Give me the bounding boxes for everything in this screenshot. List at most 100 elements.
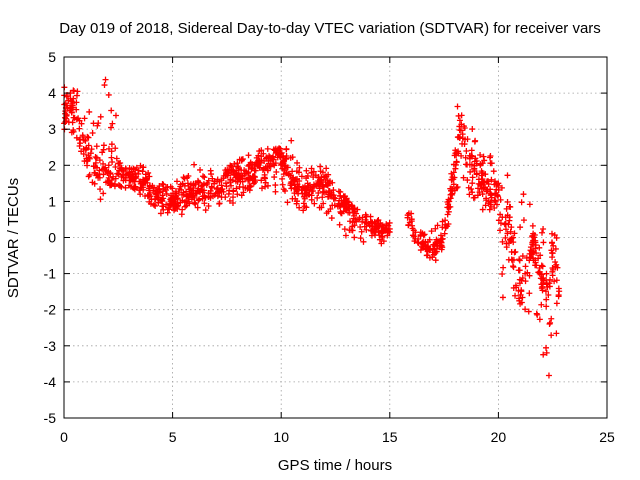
data-point xyxy=(411,238,418,245)
data-point xyxy=(517,300,524,307)
data-point xyxy=(368,227,375,234)
data-point xyxy=(105,91,112,98)
data-point xyxy=(553,330,560,337)
data-point xyxy=(94,122,101,129)
data-point xyxy=(548,315,555,322)
data-point xyxy=(495,186,502,193)
data-point xyxy=(272,182,279,189)
data-point xyxy=(503,205,510,212)
data-point xyxy=(548,247,555,254)
data-point xyxy=(210,193,217,200)
data-point xyxy=(504,172,511,179)
data-point xyxy=(337,188,344,195)
data-point xyxy=(289,195,296,202)
data-point xyxy=(226,197,233,204)
data-point xyxy=(467,168,474,175)
data-point xyxy=(453,159,460,166)
data-point xyxy=(169,195,176,202)
data-point xyxy=(462,154,469,161)
y-tick-label: -2 xyxy=(44,302,57,318)
data-point xyxy=(181,175,188,182)
data-point xyxy=(483,178,490,185)
data-point xyxy=(300,200,307,207)
grid-lines xyxy=(64,57,607,418)
data-point xyxy=(487,190,494,197)
data-point xyxy=(329,179,336,186)
data-point xyxy=(264,167,271,174)
data-point xyxy=(164,209,171,216)
data-point xyxy=(543,303,550,310)
data-point xyxy=(279,159,286,166)
data-point xyxy=(73,106,80,113)
data-point xyxy=(543,296,550,303)
data-point xyxy=(549,250,556,257)
data-point xyxy=(509,257,516,264)
data-point xyxy=(328,191,335,198)
data-point xyxy=(358,228,365,235)
data-point xyxy=(252,178,259,185)
data-point xyxy=(296,164,303,171)
data-point xyxy=(471,165,478,172)
data-point xyxy=(299,184,306,191)
data-point xyxy=(454,183,461,190)
data-point xyxy=(405,221,412,228)
data-point xyxy=(92,169,99,176)
data-point xyxy=(142,179,149,186)
data-point xyxy=(262,179,269,186)
data-point xyxy=(551,278,558,285)
data-point xyxy=(519,274,526,281)
data-point xyxy=(279,175,286,182)
data-point xyxy=(279,181,286,188)
y-tick-label: -3 xyxy=(44,338,57,354)
data-point xyxy=(108,124,115,131)
data-point xyxy=(100,171,107,178)
data-point xyxy=(530,249,537,256)
data-point xyxy=(181,182,188,189)
data-point xyxy=(108,182,115,189)
x-tick-label: 0 xyxy=(60,429,68,445)
data-point xyxy=(117,165,124,172)
data-point xyxy=(470,194,477,201)
data-point xyxy=(553,277,560,284)
data-point xyxy=(85,134,92,141)
data-point xyxy=(336,221,343,228)
data-point xyxy=(533,310,540,317)
data-point xyxy=(298,173,305,180)
data-point xyxy=(510,264,517,271)
data-point xyxy=(300,207,307,214)
y-tick-labels: -5 -4 -3 -2 -1 0 1 2 3 4 5 xyxy=(44,49,57,426)
data-point xyxy=(101,82,108,89)
data-point xyxy=(167,202,174,209)
data-point xyxy=(288,137,295,144)
data-point xyxy=(304,172,311,179)
y-tick-label: 5 xyxy=(48,49,56,65)
data-point xyxy=(173,190,180,197)
data-point xyxy=(91,180,98,187)
data-point xyxy=(155,199,162,206)
data-point xyxy=(447,185,454,192)
data-point xyxy=(230,194,237,201)
data-point xyxy=(292,185,299,192)
data-point xyxy=(451,152,458,159)
data-point xyxy=(473,157,480,164)
data-point xyxy=(539,275,546,282)
data-point xyxy=(353,218,360,225)
data-point xyxy=(535,255,542,262)
data-point xyxy=(139,168,146,175)
data-point xyxy=(273,168,280,175)
data-point xyxy=(538,285,545,292)
data-point xyxy=(318,204,325,211)
data-point xyxy=(177,183,184,190)
data-point xyxy=(287,180,294,187)
data-point xyxy=(70,128,77,135)
data-point xyxy=(332,195,339,202)
data-point xyxy=(113,155,120,162)
data-point xyxy=(310,168,317,175)
data-point xyxy=(502,234,509,241)
data-point xyxy=(84,133,91,140)
data-point xyxy=(152,202,159,209)
data-point xyxy=(536,316,543,323)
data-point xyxy=(532,262,539,269)
data-point xyxy=(450,181,457,188)
data-point xyxy=(173,178,180,185)
